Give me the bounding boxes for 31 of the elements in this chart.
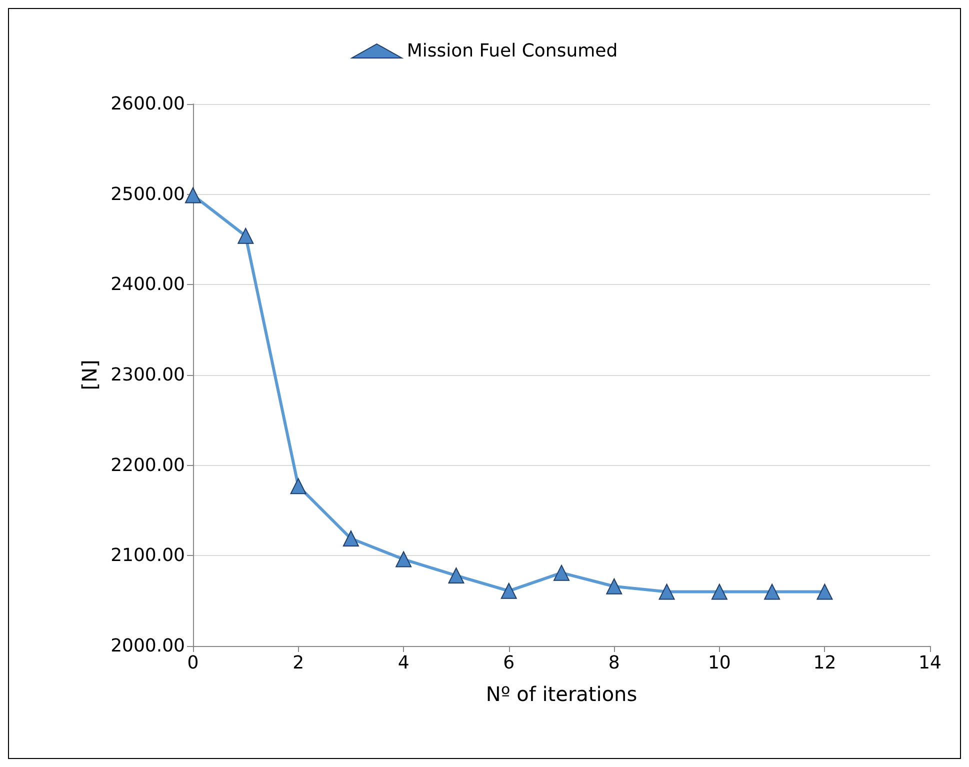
point [342,530,359,547]
y-tick-label: 2600.00 [110,94,185,114]
point [764,584,780,600]
x-tick-label: 2 [292,652,304,674]
y-tick-label: 2000.00 [110,636,185,656]
y-tick-label: 2100.00 [110,545,185,566]
point [396,551,412,568]
y-tick-label: 2400.00 [110,274,185,296]
point [658,584,675,600]
point [238,228,254,244]
point [500,582,517,599]
x-tick-label: 4 [398,652,410,674]
x-tick-label: 12 [813,652,836,674]
y-tick-label: 2200.00 [110,454,185,476]
x-tick-label: 0 [187,652,199,674]
y-tick-label: 2300.00 [110,364,185,386]
x-tick-label: 8 [608,652,620,674]
point [448,568,464,584]
point [816,584,833,600]
point [554,564,570,581]
point [711,584,728,600]
x-tick-label: 6 [503,652,515,674]
point [290,478,306,494]
x-tick-label: 14 [918,652,942,674]
point [606,578,622,594]
x-axis-title: Nº of iterations [486,682,638,706]
point [185,187,201,204]
x-tick-label: 10 [708,652,731,674]
y-tick-label: 2500.00 [110,184,185,205]
legend-label: Mission Fuel Consumed [406,40,618,62]
y-axis-title: [N] [78,360,102,390]
